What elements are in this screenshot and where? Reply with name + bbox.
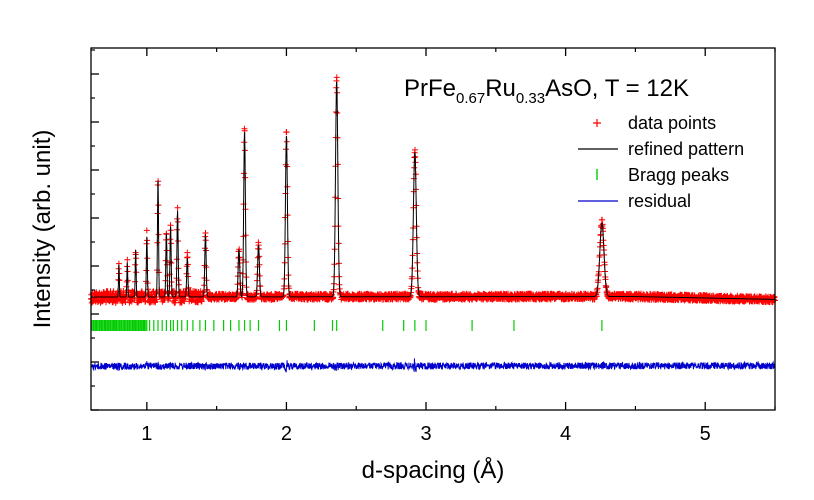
- title-prefix: PrFe: [404, 75, 456, 102]
- legend-label: residual: [628, 191, 691, 211]
- legend-item: residual: [578, 191, 691, 211]
- refined-pattern-series: [91, 81, 775, 300]
- axes: 1 2 3 4 5: [91, 48, 776, 445]
- bragg-peaks-series: [90, 320, 603, 331]
- residual-series: [90, 358, 776, 373]
- x-tick-label: 5: [700, 423, 711, 445]
- title-sub1: 0.67: [456, 90, 485, 107]
- legend-marker-plus: [593, 119, 601, 127]
- legend-item: data points: [593, 113, 716, 133]
- legend-label: Bragg peaks: [628, 165, 729, 185]
- x-tick-label: 2: [281, 423, 292, 445]
- plot-area: [88, 74, 778, 373]
- x-tick-label: 1: [141, 423, 152, 445]
- legend-label: refined pattern: [628, 139, 744, 159]
- x-axis-label: d-spacing (Å): [362, 456, 505, 484]
- legend-item: refined pattern: [578, 139, 744, 159]
- plot-frame: [90, 47, 776, 411]
- title-sub2: 0.33: [516, 90, 545, 107]
- y-axis-label: Intensity (arb. unit): [29, 130, 56, 329]
- x-tick-label: 4: [560, 423, 571, 445]
- x-tick-label: 3: [420, 423, 431, 445]
- legend-item: Bragg peaks: [596, 165, 729, 185]
- title-mid: Ru: [485, 75, 516, 102]
- legend: data points refined pattern Bragg peaks res…: [578, 113, 744, 211]
- title-suffix: AsO, T = 12K: [545, 75, 689, 102]
- chart-title: PrFe0.67Ru0.33AsO, T = 12K: [404, 75, 689, 107]
- legend-label: data points: [628, 113, 716, 133]
